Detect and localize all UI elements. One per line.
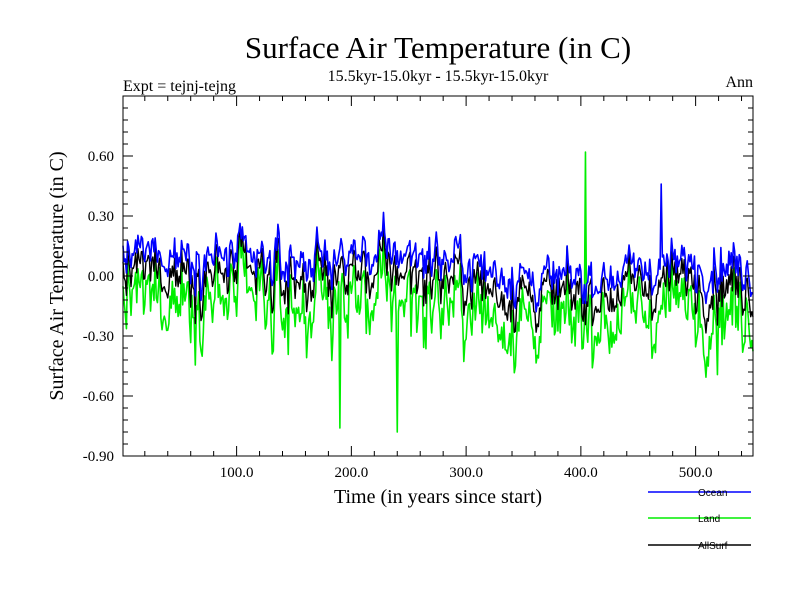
series-line-allsurf [122,218,754,334]
experiment-label: Expt = tejnj-tejng [123,78,236,95]
season-label: Ann [725,74,753,91]
x-axis-label: Time (in years since start) [334,486,542,508]
legend: Ocean Land AllSurf [648,488,751,552]
series-line-land [122,151,754,433]
y-tick-label: 0.30 [88,209,114,225]
y-axis-label: Surface Air Temperature (in C) [46,151,68,400]
series-layer [122,151,754,433]
y-tick-label: -0.30 [83,329,114,345]
legend-label-land: Land [698,514,720,525]
x-tick-label: 200.0 [334,465,368,481]
legend-label-ocean: Ocean [698,488,727,499]
x-tick-label: 500.0 [679,465,713,481]
axis-layer: 100.0 200.0 300.0 400.0 500.0 -0.90 -0.60 -0.30… [83,96,753,481]
chart-subtitle: 15.5kyr-15.0kyr - 15.5kyr-15.0kyr [328,68,549,85]
y-tick-label: 0.60 [88,149,114,165]
y-tick-label: 0.00 [88,269,114,285]
series-line-ocean [122,183,754,313]
legend-label-allsurf: AllSurf [698,541,728,552]
x-tick-label: 100.0 [220,465,254,481]
y-tick-label: -0.90 [83,449,114,465]
chart-title: Surface Air Temperature (in C) [245,30,631,65]
y-tick-label: -0.60 [83,389,114,405]
x-tick-label: 300.0 [449,465,483,481]
x-tick-label: 400.0 [564,465,598,481]
